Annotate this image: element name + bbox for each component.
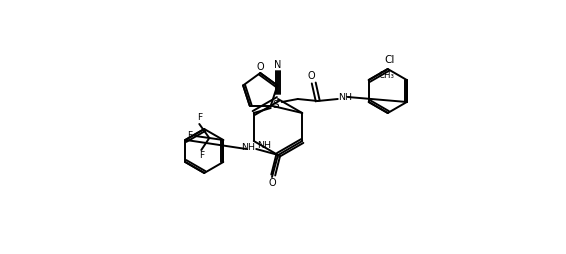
Text: NH: NH [338,93,351,103]
Text: S: S [272,100,279,110]
Text: Cl: Cl [384,55,395,65]
Text: F: F [199,151,204,161]
Text: N: N [275,60,282,70]
Text: CH₃: CH₃ [379,71,395,81]
Text: O: O [268,178,276,188]
Text: O: O [308,71,316,81]
Text: F: F [187,132,192,140]
Text: NH: NH [241,142,255,151]
Text: F: F [197,114,202,122]
Text: NH: NH [257,140,271,150]
Text: O: O [256,62,264,72]
